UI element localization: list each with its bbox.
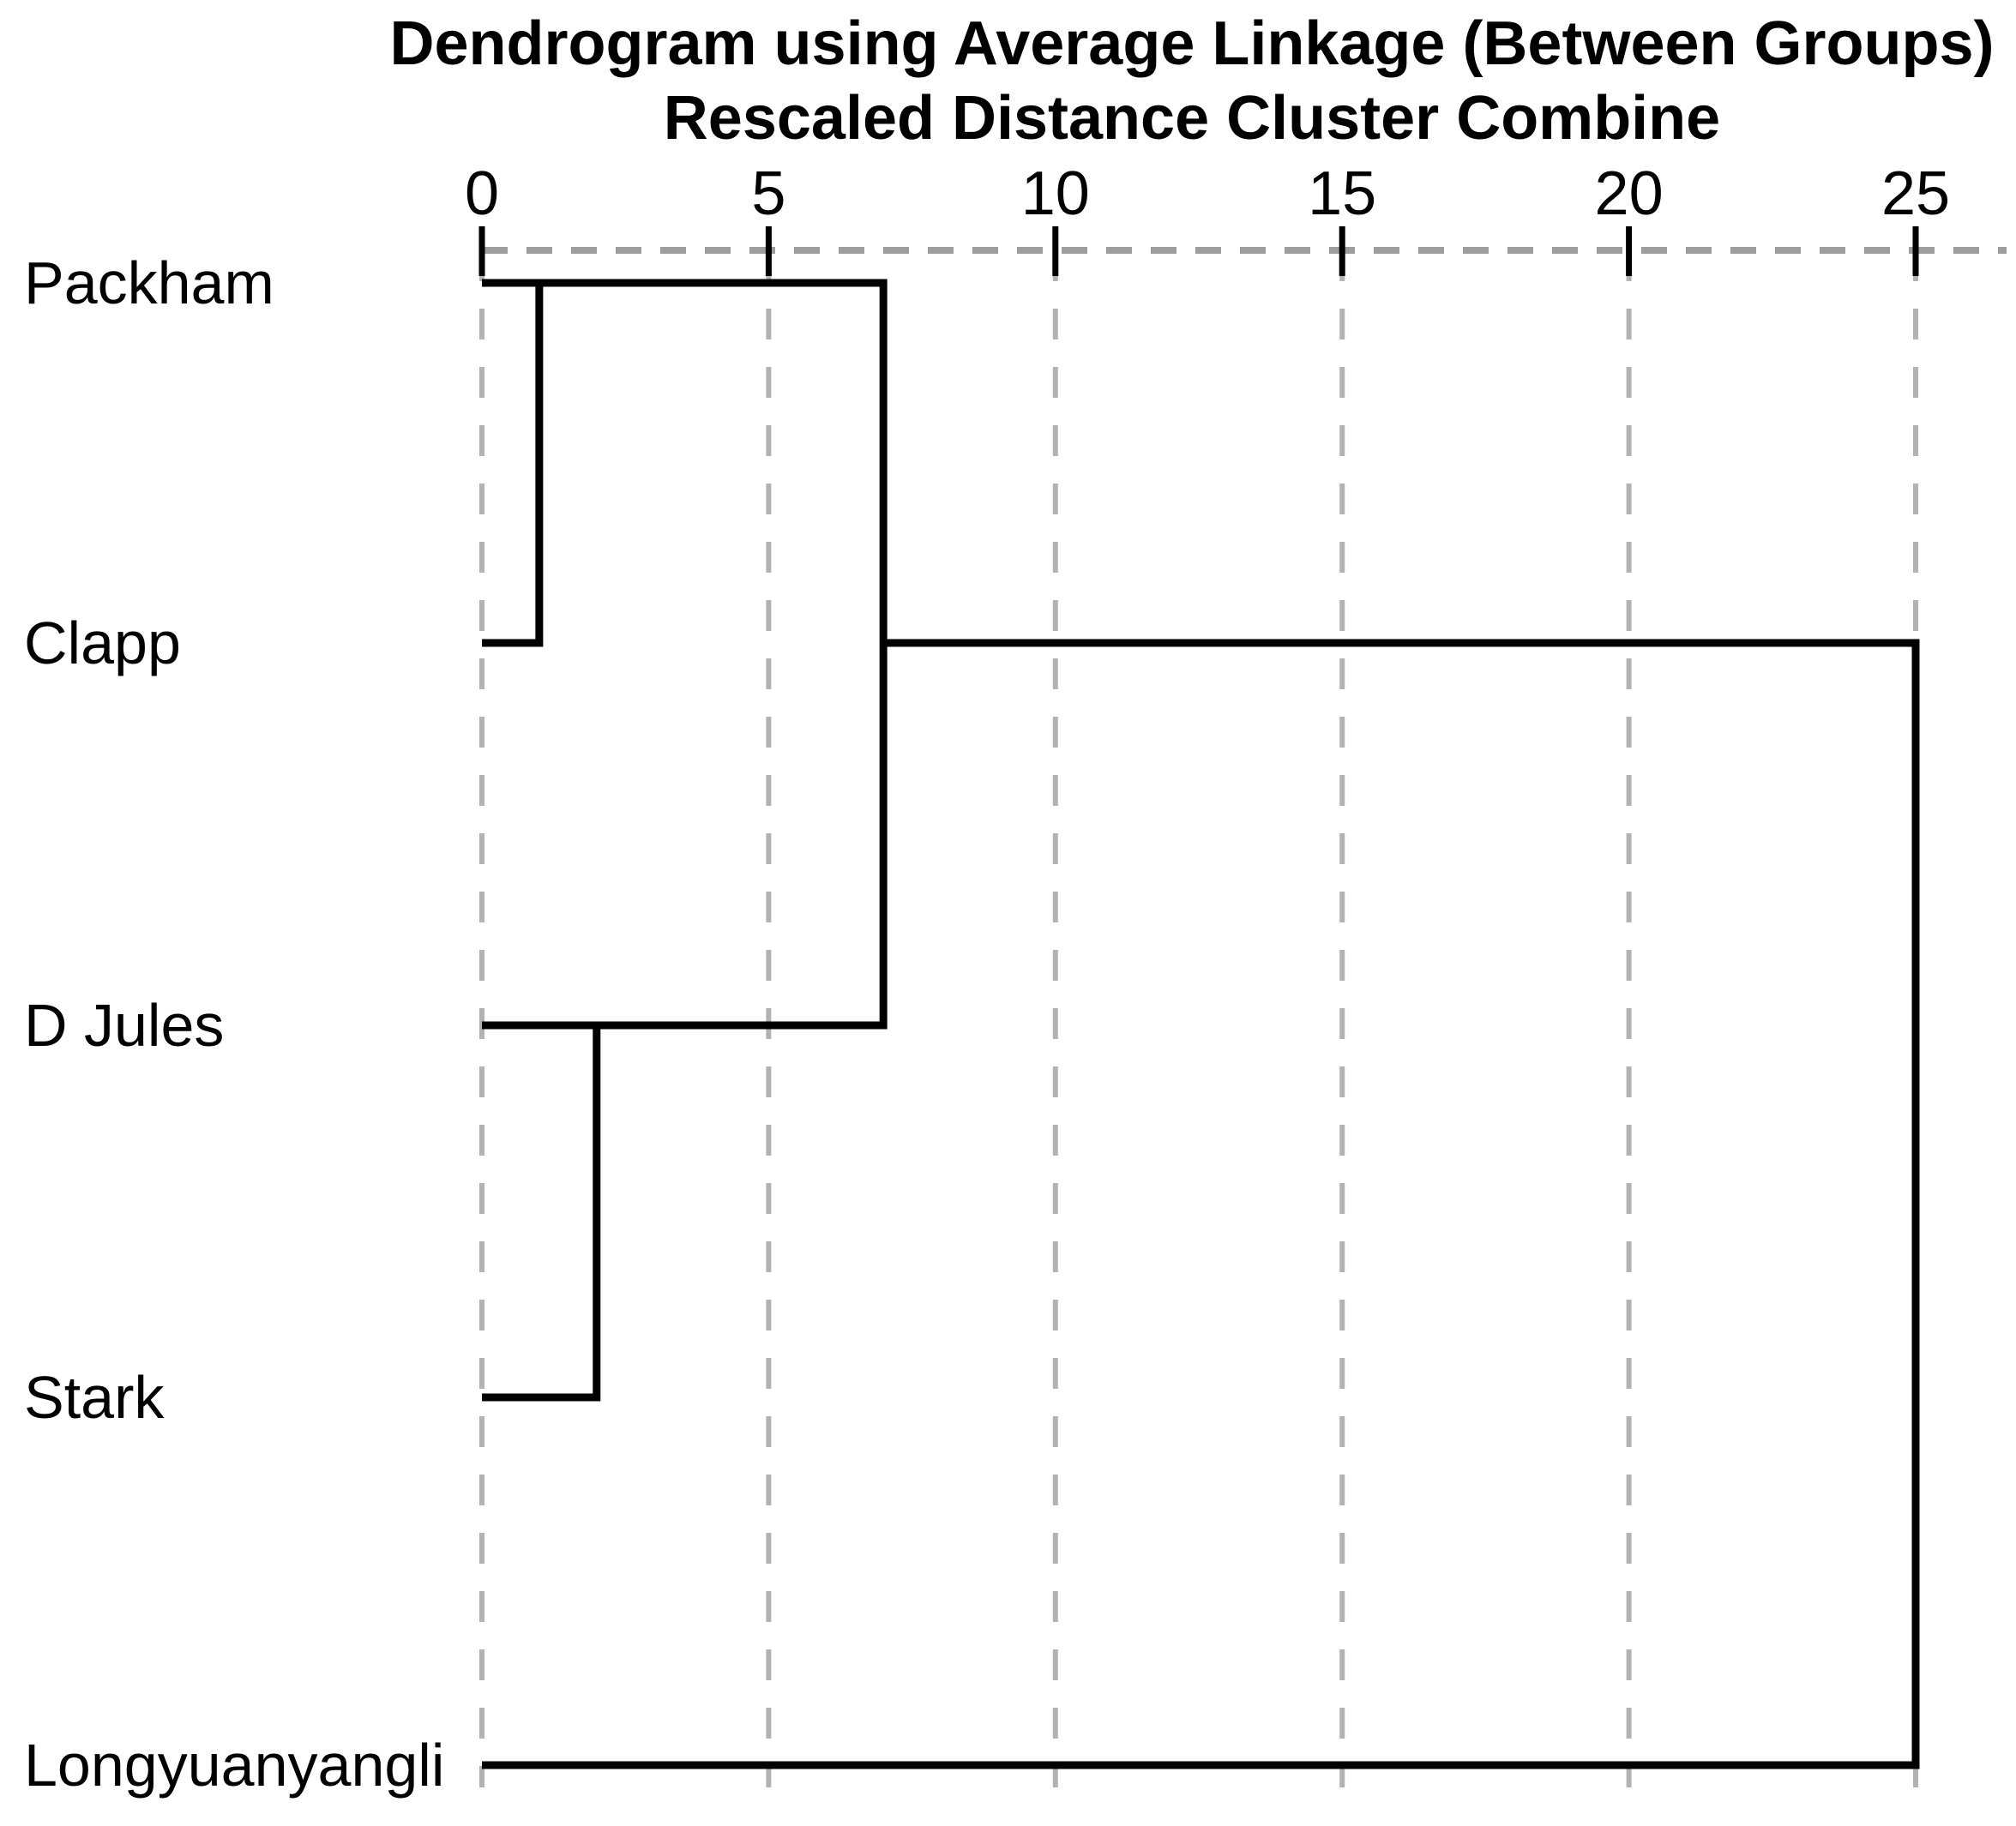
x-tick-label: 15	[1308, 159, 1376, 228]
x-tick-label: 25	[1881, 159, 1950, 228]
x-tick-label: 0	[465, 159, 499, 228]
chart-subtitle: Rescaled Distance Cluster Combine	[663, 84, 1721, 153]
dendrogram-branch	[482, 639, 1920, 1769]
leaf-label: D Jules	[24, 992, 225, 1059]
leaf-label: Packham	[24, 249, 274, 316]
gridlines-layer	[479, 250, 1918, 1787]
branches-layer	[482, 279, 1920, 1769]
x-tick-label: 10	[1021, 159, 1090, 228]
dendrogram-branch	[482, 279, 544, 647]
dendrogram-branch	[482, 1021, 601, 1402]
leaf-label: Stark	[24, 1364, 165, 1431]
leaf-label: Longyuanyangli	[24, 1732, 445, 1799]
chart-title: Dendrogram using Average Linkage (Betwee…	[389, 9, 1995, 78]
axis-layer: 0 5 10 15 20 25	[465, 159, 2007, 276]
x-tick-label: 5	[751, 159, 785, 228]
leaf-label: Clapp	[24, 610, 181, 676]
dendrogram-branch	[539, 279, 888, 1030]
title-block: Dendrogram using Average Linkage (Betwee…	[360, 7, 2016, 156]
x-tick-label: 20	[1595, 159, 1664, 228]
